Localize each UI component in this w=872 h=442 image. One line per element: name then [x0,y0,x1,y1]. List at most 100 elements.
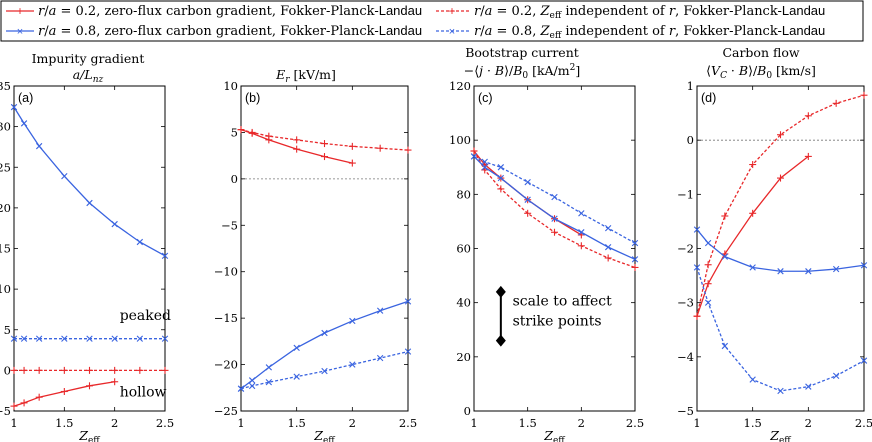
data-point [161,366,169,374]
data-point [161,335,169,342]
data-point [237,385,245,392]
data-point [265,379,273,386]
series-blue-dashed [470,153,639,247]
x-tick-label: 2 [578,416,585,430]
data-point [20,399,28,407]
legend-entry-red-solid: + r/a = 0.2, zero-flux carbon gradient, … [6,3,422,19]
x-tick-label: 2.5 [855,416,872,430]
y-tick-label: −20 [214,358,238,372]
x-tick-label: 1.5 [288,416,306,430]
title-c-line1: Bootstrap current [465,45,579,60]
data-point [860,262,868,269]
series-line [696,94,865,317]
data-point [293,344,300,352]
series-line [13,106,166,257]
panel-titles: Impurity gradient a/Lnz Er [kV/m] Bootst… [32,45,816,85]
data-point [860,91,868,99]
data-point [293,145,301,153]
x-tick-label: 2.5 [399,416,417,430]
panel-label: (a) [18,91,33,105]
y-tick-label: 10 [223,79,238,93]
data-point [777,387,784,395]
data-point [524,178,531,186]
y-tick-label: 0 [687,133,694,147]
data-point [497,164,505,171]
series-line [696,155,809,317]
y-tick-label: 100 [449,133,471,147]
series-blue-dashed [693,264,868,395]
y-tick-label: 10 [0,282,11,296]
x-tick-label: 1.5 [519,416,537,430]
y-tick-label: 35 [0,79,11,93]
title-d-line2: ⟨VC · B⟩/B0 [km/s] [706,63,816,81]
data-point [265,364,273,371]
legend-frame [0,0,864,42]
data-point [805,268,812,275]
y-tick-label: 20 [0,201,11,215]
data-point [248,377,256,384]
title-c-line2: −⟨j · B⟩/B0 [kA/m2] [464,63,581,81]
data-point [804,152,812,160]
y-tick-label: −3 [677,296,694,310]
y-tick-label: −5 [221,218,238,232]
data-point [35,335,43,342]
data-point [860,357,868,364]
legend-marker: × [449,26,455,38]
data-point [348,142,356,150]
legend-marker: + [448,4,455,18]
data-point [20,335,28,342]
panels: −50510152025303511.522.5Zeff(a)−25−20−15… [0,79,872,442]
y-tick-label: 25 [0,160,11,174]
panel-label: (b) [245,91,260,105]
x-tick-label: 1 [470,416,477,430]
data-point [604,243,612,251]
data-point [832,372,840,379]
data-point [551,215,558,222]
data-point [35,366,43,374]
y-tick-label: 20 [456,350,471,364]
series-line [240,350,409,390]
data-point [20,366,28,374]
data-point [10,402,18,410]
data-point [35,393,43,401]
data-point [376,307,384,314]
y-tick-label: −15 [214,311,238,325]
data-point [832,99,840,107]
annotation-scale-line2: strike points [513,314,602,330]
legend: + r/a = 0.2, zero-flux carbon gradient, … [0,0,864,42]
data-point [832,265,840,273]
data-point [349,317,356,325]
data-point [293,373,300,380]
legend-marker: + [16,4,23,18]
x-tick-label: 1.5 [55,416,73,430]
y-tick-label: −1 [677,187,694,201]
data-point [321,367,328,375]
data-point [604,224,612,232]
y-tick-label: 0 [464,404,471,418]
x-tick-label: 2 [111,416,118,430]
data-point [111,366,119,374]
data-point [704,299,712,306]
data-point [111,220,118,228]
data-point [348,159,356,167]
panel-label: (d) [701,91,716,105]
x-tick-label: 1.5 [744,416,762,430]
data-point [161,252,169,260]
data-point [631,239,639,247]
data-point [376,144,384,152]
data-point [524,209,532,217]
legend-entry-red-dashed: + r/a = 0.2, Zeff independent of r, Fokk… [436,3,825,21]
data-point [777,174,784,182]
data-point [321,140,328,148]
y-tick-label: 0 [231,172,238,186]
data-point [721,212,729,220]
data-point [111,335,118,342]
data-point [60,388,68,395]
x-tick-label: 2.5 [626,416,644,430]
data-point [111,378,119,386]
data-point [777,131,784,139]
y-tick-label: 0 [4,363,11,377]
data-point [551,193,558,201]
data-point [321,153,328,161]
legend-marker: × [17,26,23,38]
